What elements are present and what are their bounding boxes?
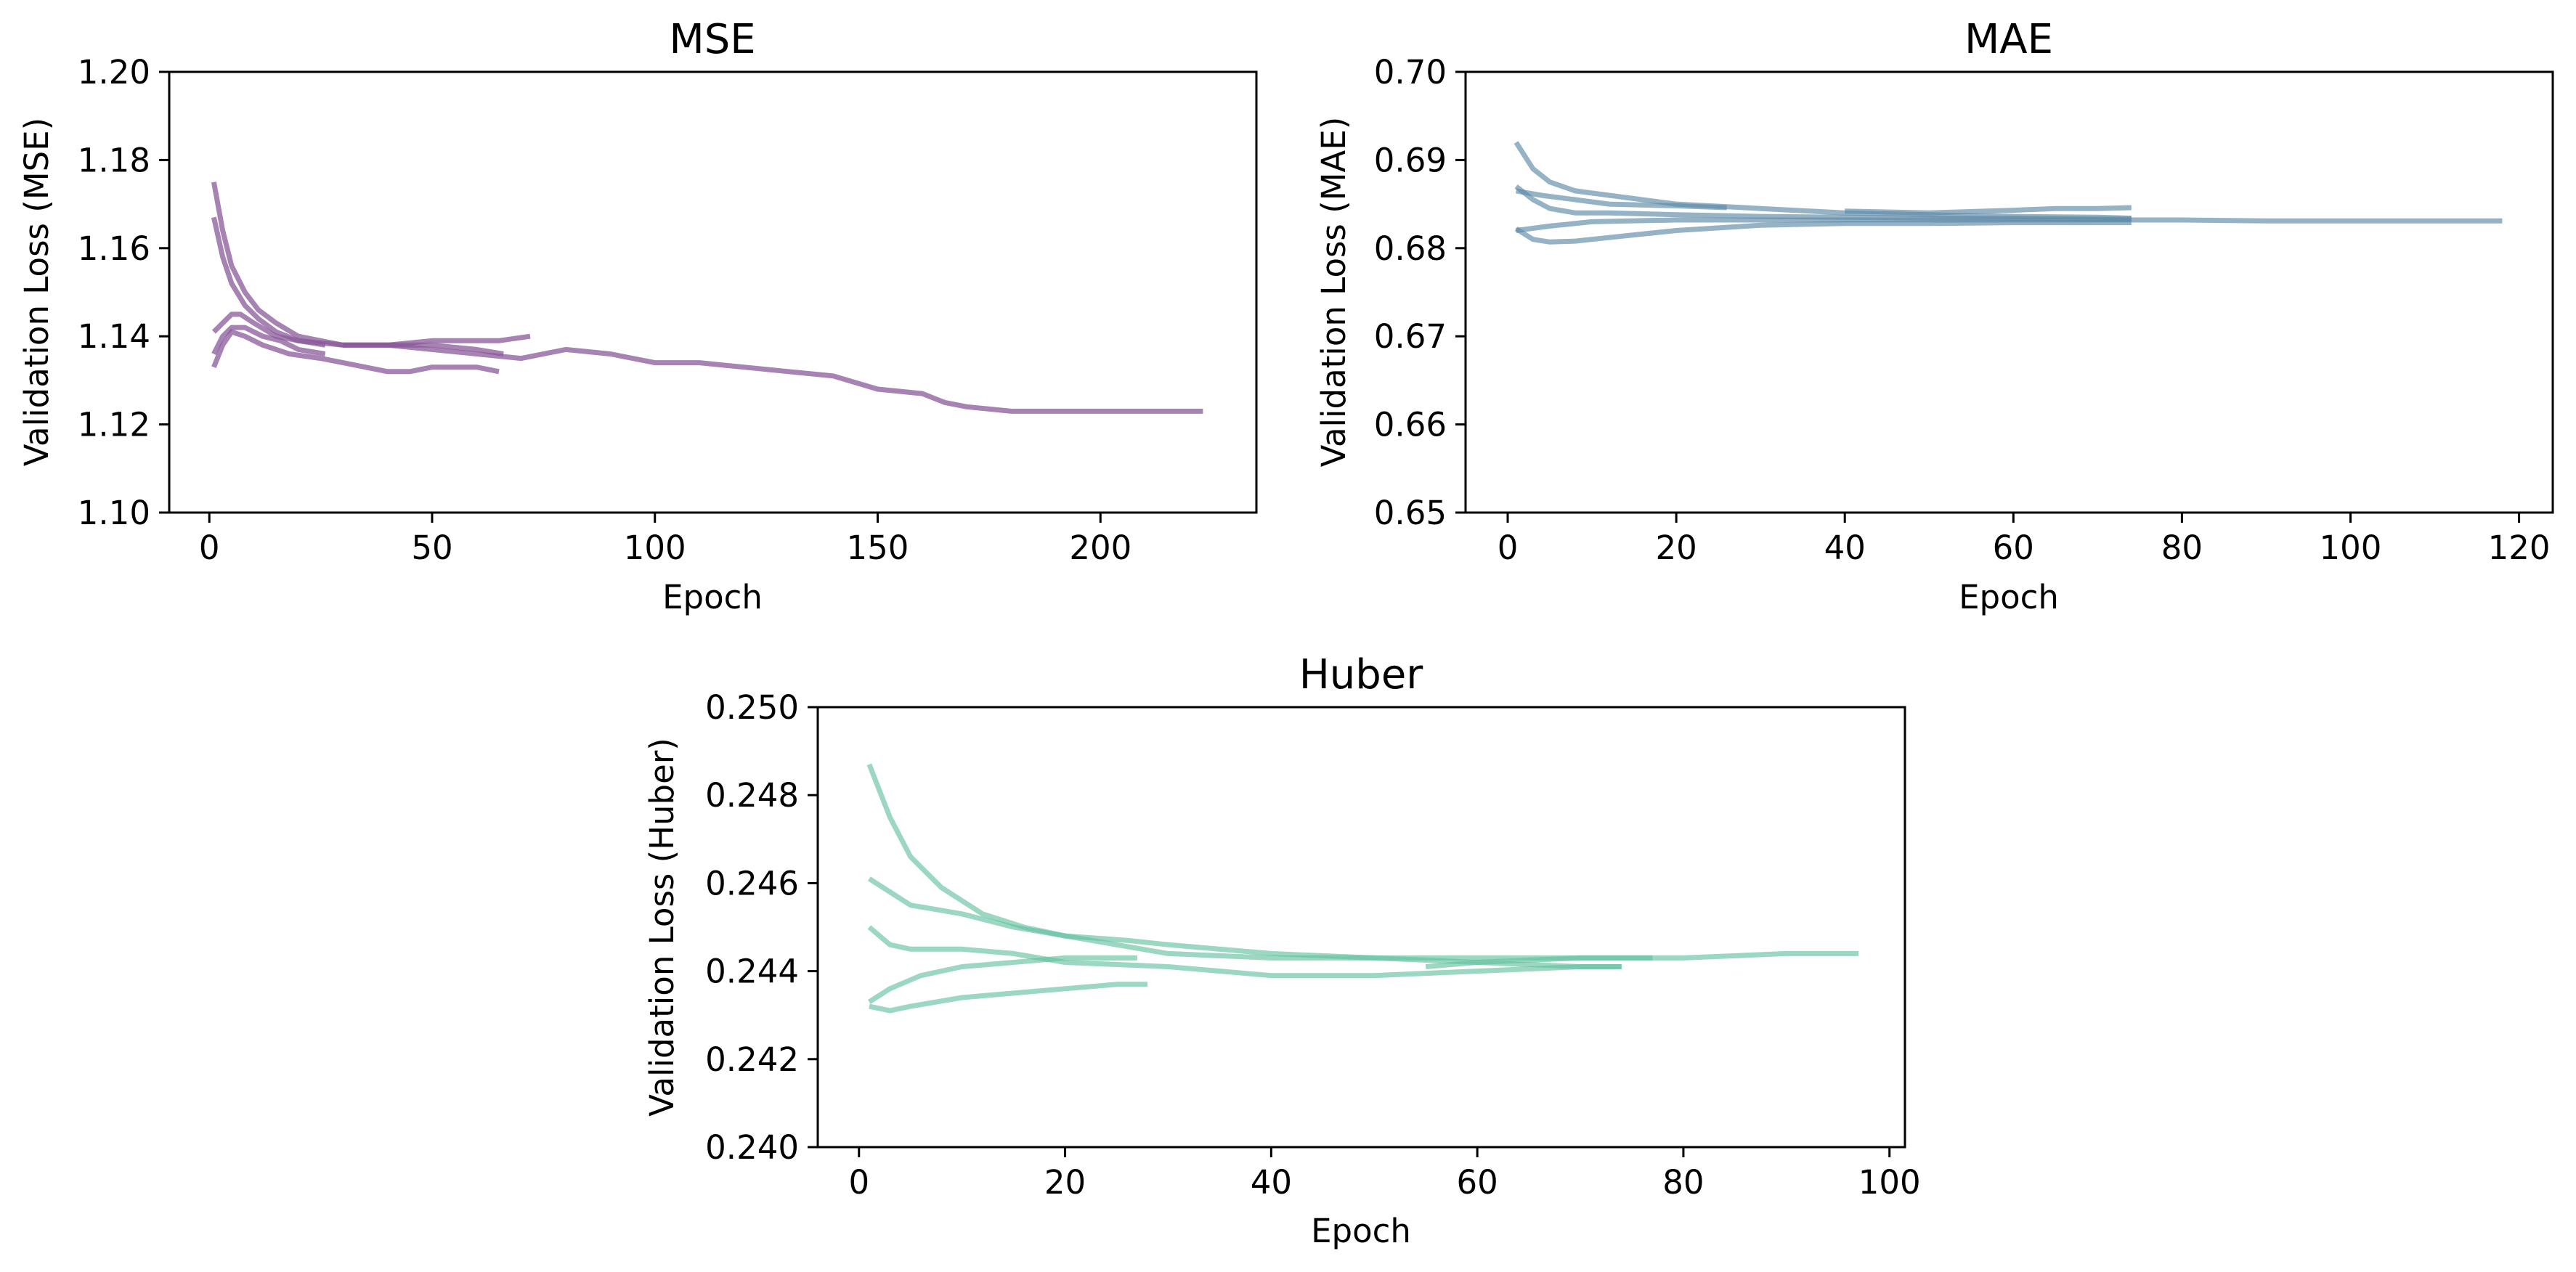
x-tick-label: 120 bbox=[2488, 529, 2551, 567]
series-group bbox=[1513, 141, 2503, 245]
x-tick-label: 50 bbox=[411, 529, 452, 567]
series-line-6 bbox=[1425, 950, 1859, 969]
y-tick-label: 0.66 bbox=[1374, 406, 1447, 444]
y-tick-label: 0.246 bbox=[705, 864, 799, 902]
series-group bbox=[211, 182, 1203, 414]
x-axis-label: Epoch bbox=[1959, 578, 2059, 616]
x-tick-label: 40 bbox=[1251, 1163, 1292, 1202]
panel-title: MAE bbox=[1964, 16, 2053, 63]
x-tick-label: 0 bbox=[848, 1163, 869, 1202]
series-line-4 bbox=[1514, 220, 2132, 245]
panel-title: Huber bbox=[1299, 651, 1424, 698]
series-line-1 bbox=[866, 763, 1622, 969]
x-tick-label: 40 bbox=[1824, 529, 1866, 567]
y-tick-label: 0.242 bbox=[705, 1040, 799, 1079]
x-tick-label: 60 bbox=[1456, 1163, 1498, 1202]
y-tick-label: 0.70 bbox=[1374, 53, 1447, 91]
y-tick-label: 1.12 bbox=[78, 406, 150, 444]
plot-frame bbox=[1464, 70, 2554, 514]
y-tick-label: 0.68 bbox=[1374, 229, 1447, 268]
series-line-3 bbox=[211, 311, 504, 356]
x-tick-label: 20 bbox=[1655, 529, 1697, 567]
y-tick-label: 0.65 bbox=[1374, 494, 1447, 532]
y-tick-label: 0.250 bbox=[705, 688, 799, 727]
x-tick-label: 100 bbox=[1858, 1163, 1921, 1202]
series-line-3 bbox=[1516, 217, 2503, 233]
panel-mae: MAE Epoch Validation Loss (MAE) 0 20 40 60 8… bbox=[1315, 16, 2554, 616]
plot-frame bbox=[816, 706, 1906, 1149]
y-tick-label: 0.244 bbox=[705, 953, 799, 991]
x-axis-label: Epoch bbox=[662, 578, 763, 616]
plot-frame bbox=[168, 70, 1258, 514]
series-line-6 bbox=[343, 333, 531, 348]
series-line-6 bbox=[1845, 205, 2132, 216]
x-tick-label: 0 bbox=[1498, 529, 1519, 567]
series-line-4 bbox=[211, 325, 326, 356]
series-line-2 bbox=[868, 876, 1653, 961]
x-tick-label: 100 bbox=[624, 529, 686, 567]
series-line-3 bbox=[867, 925, 1622, 979]
panel-huber: Huber Epoch Validation Loss (Huber) 0 20 4… bbox=[643, 651, 1921, 1250]
x-tick-label: 20 bbox=[1044, 1163, 1086, 1202]
x-tick-label: 80 bbox=[2161, 529, 2203, 567]
y-tick-label: 1.10 bbox=[78, 494, 150, 532]
series-line-4 bbox=[868, 955, 1137, 1004]
panel-title: MSE bbox=[669, 16, 755, 63]
x-tick-label: 60 bbox=[1993, 529, 2034, 567]
y-tick-label: 1.18 bbox=[78, 141, 150, 179]
x-tick-label: 100 bbox=[2320, 529, 2382, 567]
panel-mse: MSE Epoch Validation Loss (MSE) 0 50 100 15… bbox=[17, 16, 1258, 616]
y-tick-label: 0.67 bbox=[1374, 317, 1447, 356]
x-tick-label: 80 bbox=[1662, 1163, 1704, 1202]
y-axis-label: Validation Loss (MSE) bbox=[17, 118, 56, 466]
y-tick-label: 1.20 bbox=[78, 53, 150, 91]
series-group bbox=[866, 763, 1859, 1014]
y-tick-label: 0.240 bbox=[705, 1128, 799, 1167]
x-tick-label: 150 bbox=[847, 529, 909, 567]
y-tick-label: 0.248 bbox=[705, 776, 799, 815]
y-tick-label: 1.16 bbox=[78, 229, 150, 268]
y-tick-label: 0.69 bbox=[1374, 141, 1447, 179]
y-tick-label: 1.14 bbox=[78, 317, 150, 356]
series-line-5 bbox=[869, 982, 1148, 1014]
y-axis-label: Validation Loss (MAE) bbox=[1315, 117, 1353, 468]
series-line-5 bbox=[211, 329, 500, 375]
series-line-1 bbox=[211, 182, 1203, 414]
x-axis-label: Epoch bbox=[1311, 1212, 1411, 1250]
series-line-5 bbox=[1515, 188, 1727, 211]
y-axis-label: Validation Loss (Huber) bbox=[643, 738, 681, 1117]
x-tick-label: 0 bbox=[199, 529, 220, 567]
x-tick-label: 200 bbox=[1069, 529, 1131, 567]
